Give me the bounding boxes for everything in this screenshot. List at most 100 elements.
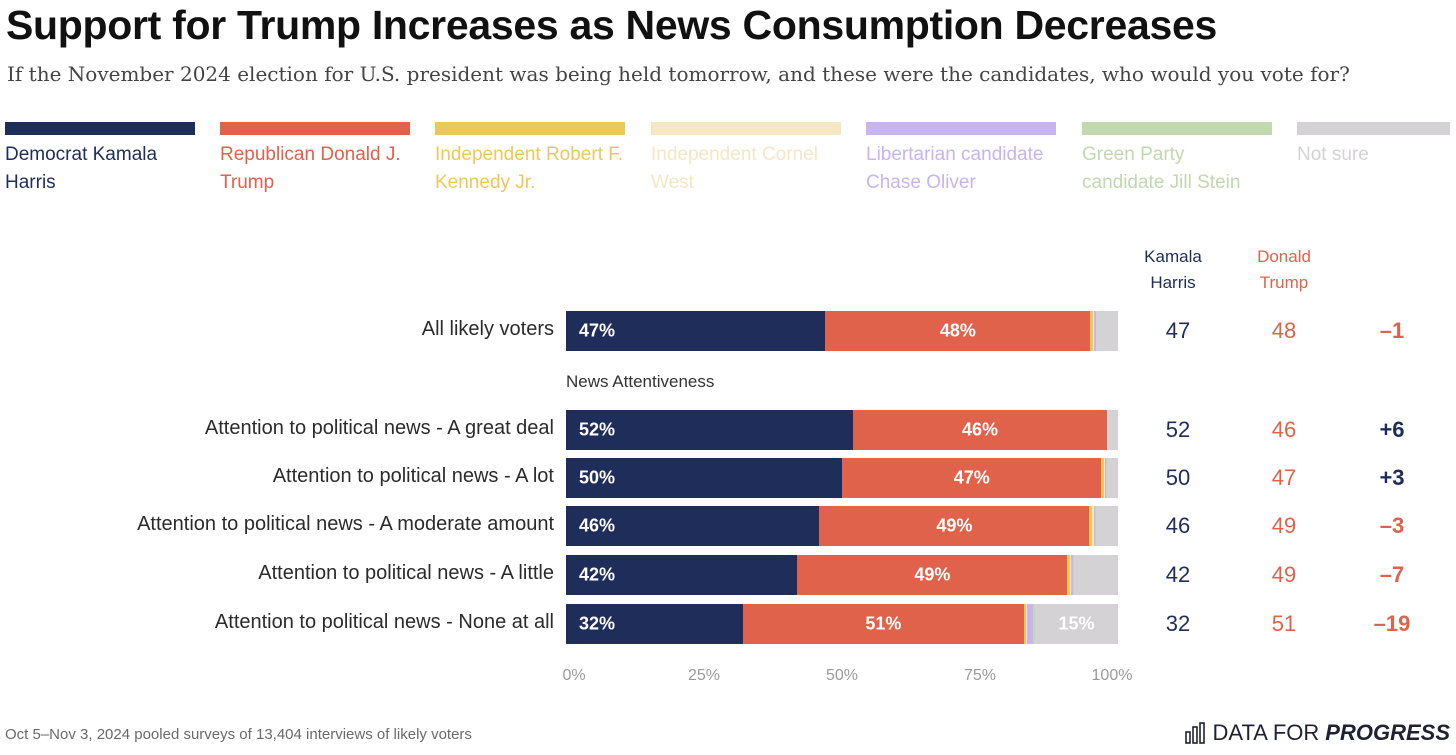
bar-value-label: 46% — [961, 419, 998, 440]
brand-logo: DATA FOR PROGRESS — [1184, 720, 1450, 746]
bar-segment: 50% — [566, 458, 842, 498]
bar-segment: 51% — [742, 604, 1025, 644]
bar-segment: 46% — [853, 410, 1107, 450]
bar-row: 52% 46% — [566, 410, 1118, 450]
bar-segment — [1105, 458, 1107, 498]
trump-value: 49 — [1271, 513, 1297, 538]
bar-segment — [1095, 506, 1118, 546]
bar-value-label: 51% — [865, 613, 902, 634]
harris-value: 52 — [1165, 417, 1191, 442]
bar-segment — [1106, 410, 1118, 450]
bar-segment — [1094, 311, 1096, 351]
legend-label: Green Party candidate Jill Stein — [1082, 144, 1241, 193]
bar-segment — [1070, 555, 1072, 595]
bar-segment: 47% — [842, 458, 1102, 498]
legend-item: Democrat Kamala Harris — [5, 122, 195, 197]
margin-value: –1 — [1379, 318, 1405, 343]
legend-item: Republican Donald J. Trump — [220, 122, 410, 197]
bar-row: 42% 49% — [566, 555, 1118, 595]
column-header-trump: Donald Trump — [1257, 247, 1311, 292]
legend-label: Independent Cornel West — [651, 144, 818, 193]
bar-row: 50% 47% — [566, 458, 1118, 498]
trump-value: 48 — [1271, 318, 1297, 343]
x-tick-label: 25% — [687, 667, 721, 684]
legend-swatch — [5, 122, 195, 135]
bar-segment — [1103, 458, 1105, 498]
bar-segment: 49% — [797, 555, 1068, 595]
harris-value: 47 — [1165, 318, 1191, 343]
brand-prefix: DATA FOR — [1212, 720, 1320, 745]
harris-value: 42 — [1165, 562, 1191, 587]
bar-segment — [1071, 555, 1073, 595]
legend-label: Democrat Kamala Harris — [5, 144, 158, 193]
row-label: Attention to political news - A moderate… — [137, 513, 554, 535]
margin-value: +6 — [1379, 417, 1405, 442]
bar-segment: 48% — [825, 311, 1091, 351]
legend-label: Independent Robert F. Kennedy Jr. — [435, 144, 624, 193]
x-tick-label: 50% — [825, 667, 859, 684]
bar-segment: 15% — [1035, 604, 1118, 644]
margin-value: –3 — [1379, 513, 1405, 538]
legend-item: Independent Cornel West — [651, 122, 841, 197]
legend: Democrat Kamala Harris Republican Donald … — [5, 122, 1455, 222]
bar-segment: 32% — [566, 604, 743, 644]
trump-value: 46 — [1271, 417, 1297, 442]
row-label: Attention to political news - A great de… — [204, 417, 554, 439]
row-label: Attention to political news - A little — [258, 562, 554, 584]
margin-value: –19 — [1373, 611, 1411, 636]
bar-segment — [1094, 506, 1096, 546]
legend-swatch — [651, 122, 841, 135]
brand-suffix: PROGRESS — [1325, 720, 1450, 745]
bar-segment — [1072, 555, 1074, 595]
column-header-harris: Kamala Harris — [1144, 247, 1202, 292]
chart-subtitle: If the November 2024 election for U.S. p… — [7, 62, 1350, 86]
bar-segment: 47% — [566, 311, 826, 351]
trump-value: 49 — [1271, 562, 1297, 587]
row-label: Attention to political news - A lot — [272, 465, 554, 487]
chart-title: Support for Trump Increases as News Cons… — [6, 2, 1217, 48]
bar-segment — [1089, 506, 1093, 546]
bar-segment — [1067, 555, 1071, 595]
legend-label: Not sure — [1297, 144, 1369, 165]
legend-swatch — [220, 122, 410, 135]
harris-value: 32 — [1165, 611, 1191, 636]
bar-value-label: 52% — [579, 419, 616, 440]
bar-value-label: 47% — [579, 320, 616, 341]
bar-row: 46% 49% — [566, 506, 1118, 546]
bar-segment — [1025, 604, 1028, 644]
bar-value-label: 46% — [579, 515, 616, 536]
bar-segment — [1092, 506, 1094, 546]
bar-segment — [1024, 604, 1026, 644]
legend-swatch — [866, 122, 1056, 135]
legend-swatch — [1297, 122, 1450, 135]
legend-label: Republican Donald J. Trump — [220, 144, 401, 193]
bar-segment — [1027, 604, 1033, 644]
bar-segment — [1101, 458, 1104, 498]
x-tick-label: 100% — [1091, 667, 1133, 684]
legend-swatch — [1082, 122, 1272, 135]
bar-row: 47% 48% — [566, 311, 1118, 351]
legend-item: Independent Robert F. Kennedy Jr. — [435, 122, 625, 197]
bar-value-label: 49% — [914, 564, 951, 585]
row-label: All likely voters — [421, 318, 554, 340]
bar-segment — [1073, 555, 1118, 595]
legend-label: Libertarian candidate Chase Oliver — [866, 144, 1044, 193]
bar-segment — [1095, 311, 1118, 351]
bar-value-label: 50% — [579, 467, 616, 488]
margin-value: –7 — [1379, 562, 1405, 587]
harris-value: 46 — [1165, 513, 1191, 538]
legend-item: Green Party candidate Jill Stein — [1082, 122, 1272, 197]
bar-segment — [1106, 458, 1118, 498]
bar-chart-logo-icon — [1184, 722, 1205, 744]
bar-segment — [1090, 311, 1094, 351]
section-label: News Attentiveness — [566, 372, 715, 391]
bar-segment — [1032, 604, 1036, 644]
bar-row: 32% 51% 15% — [566, 604, 1118, 644]
legend-swatch — [435, 122, 625, 135]
legend-item: Not sure — [1297, 122, 1450, 169]
x-tick-label: 75% — [963, 667, 997, 684]
bar-value-label: 15% — [1058, 613, 1095, 634]
bar-segment: 42% — [566, 555, 798, 595]
margin-value: +3 — [1379, 465, 1405, 490]
bar-segment: 52% — [566, 410, 854, 450]
